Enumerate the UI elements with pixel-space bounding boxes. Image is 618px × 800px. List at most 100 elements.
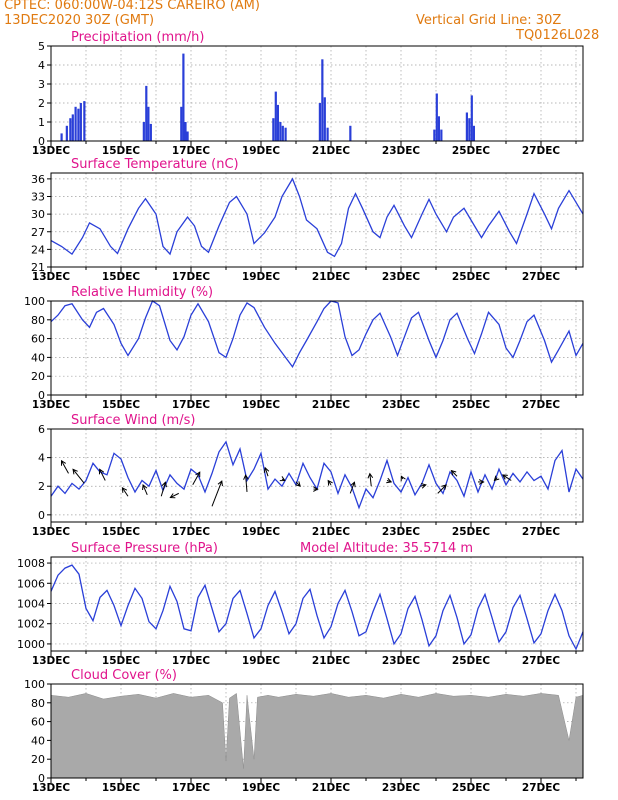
- precip-bar: [276, 104, 279, 141]
- x-tick-label: 23DEC: [382, 526, 421, 538]
- precip-bar: [349, 125, 352, 141]
- y-tick-label: 40: [31, 351, 45, 364]
- panel-title: Relative Humidity (%): [71, 285, 213, 300]
- wind-arrow-head: [501, 474, 508, 480]
- x-tick-label: 13DEC: [32, 145, 71, 157]
- panel-frame: [50, 556, 584, 652]
- x-tick-label: 15DEC: [102, 655, 141, 667]
- panel-5: 1000 1002 1004 1006 1008 13DEC 15DEC 17DEC 19DEC…: [17, 541, 584, 667]
- wind-arrow-head: [195, 471, 201, 478]
- precip-bar: [79, 103, 82, 141]
- y-tick-label: 60: [31, 716, 45, 729]
- x-tick-label: 27DEC: [522, 526, 561, 538]
- wind-arrow: [170, 492, 179, 499]
- x-tick-label: 15DEC: [102, 145, 141, 157]
- y-tick-label: 40: [31, 734, 45, 747]
- panel-1: 0 1 2 3 4 5 13DEC 15DEC 17DEC 19DEC 21DEC 23DEC 25DE…: [32, 30, 584, 157]
- precip-bar: [433, 129, 436, 141]
- precip-bar: [470, 95, 473, 141]
- x-tick-label: 27DEC: [522, 399, 561, 411]
- y-tick-label: 80: [31, 697, 45, 710]
- precip-bar: [184, 122, 187, 141]
- precip-bar: [186, 131, 189, 141]
- panel-6: 0 20 40 60 80 100 13DEC 15DEC 17DEC 19DEC 21DEC 23D…: [24, 668, 584, 794]
- panel-frame: [50, 683, 584, 779]
- panel-title: Surface Temperature (nC): [71, 157, 239, 172]
- precip-bar: [145, 85, 148, 141]
- panel-title: Cloud Cover (%): [71, 668, 177, 683]
- y-tick-label: 4: [38, 59, 45, 72]
- wind-arrow-head: [169, 493, 176, 499]
- y-tick-label: 1004: [17, 597, 45, 610]
- wind-arrow: [211, 480, 223, 507]
- wind-arrow-head: [60, 459, 66, 466]
- y-tick-label: 6: [38, 423, 45, 436]
- wind-arrow-head: [217, 480, 223, 487]
- wind-arrow-head: [263, 466, 270, 473]
- x-tick-label: 19DEC: [242, 145, 281, 157]
- precip-bar: [71, 114, 74, 141]
- precip-bar: [326, 127, 329, 141]
- x-tick-label: 17DEC: [172, 526, 211, 538]
- x-tick-label: 23DEC: [382, 145, 421, 157]
- x-tick-label: 19DEC: [242, 271, 281, 283]
- precip-bar: [182, 53, 185, 141]
- precip-bar: [77, 108, 80, 141]
- y-tick-label: 4: [38, 452, 45, 465]
- x-tick-label: 19DEC: [242, 655, 281, 667]
- precip-bar: [149, 123, 152, 141]
- x-tick-label: 19DEC: [242, 782, 281, 794]
- wind-arrow: [349, 482, 355, 494]
- panel-frame: [50, 300, 584, 396]
- wind-arrow: [192, 471, 201, 486]
- series-line: [50, 300, 584, 369]
- y-tick-label: 24: [31, 243, 45, 256]
- precip-bar: [321, 59, 324, 141]
- precip-bar: [83, 101, 86, 141]
- x-tick-label: 17DEC: [172, 782, 211, 794]
- precip-bar: [180, 106, 183, 141]
- x-tick-label: 21DEC: [312, 655, 351, 667]
- y-tick-label: 1002: [17, 618, 45, 631]
- precip-bar: [69, 118, 72, 141]
- x-tick-label: 21DEC: [312, 145, 351, 157]
- wind-arrow-head: [313, 486, 319, 492]
- precip-bar: [281, 125, 284, 141]
- header-date: 13DEC2020 30Z (GMT): [4, 13, 155, 28]
- precip-bar: [323, 97, 326, 141]
- x-tick-label: 17DEC: [172, 655, 211, 667]
- wind-arrow-head: [121, 486, 128, 493]
- y-tick-label: 2: [38, 97, 45, 110]
- y-tick-label: 0: [38, 389, 45, 402]
- x-tick-label: 13DEC: [32, 782, 71, 794]
- header-grid-note: Vertical Grid Line: 30Z: [416, 13, 562, 28]
- x-tick-label: 13DEC: [32, 271, 71, 283]
- wind-arrow-head: [98, 468, 105, 475]
- wind-arrow: [142, 484, 148, 496]
- x-tick-label: 23DEC: [382, 399, 421, 411]
- x-tick-label: 25DEC: [452, 399, 491, 411]
- wind-arrow-head: [493, 475, 500, 482]
- y-tick-label: 1: [38, 116, 45, 129]
- series-line: [50, 177, 584, 258]
- precip-bar: [74, 106, 77, 141]
- wind-arrow: [502, 474, 512, 481]
- x-tick-label: 13DEC: [32, 526, 71, 538]
- x-tick-label: 15DEC: [102, 399, 141, 411]
- wind-arrow-head: [142, 484, 148, 491]
- wind-arrow: [451, 470, 458, 477]
- x-tick-label: 15DEC: [102, 271, 141, 283]
- y-tick-label: 2: [38, 480, 45, 493]
- x-tick-label: 25DEC: [452, 526, 491, 538]
- x-tick-label: 27DEC: [522, 782, 561, 794]
- precip-bar: [60, 133, 63, 141]
- wind-arrow: [72, 469, 85, 484]
- precip-bar: [465, 112, 468, 141]
- precip-bar: [440, 129, 443, 141]
- precip-bar: [147, 106, 150, 141]
- wind-arrow-head: [478, 479, 485, 485]
- x-tick-label: 23DEC: [382, 271, 421, 283]
- x-tick-label: 17DEC: [172, 271, 211, 283]
- panel-frame: [50, 172, 584, 268]
